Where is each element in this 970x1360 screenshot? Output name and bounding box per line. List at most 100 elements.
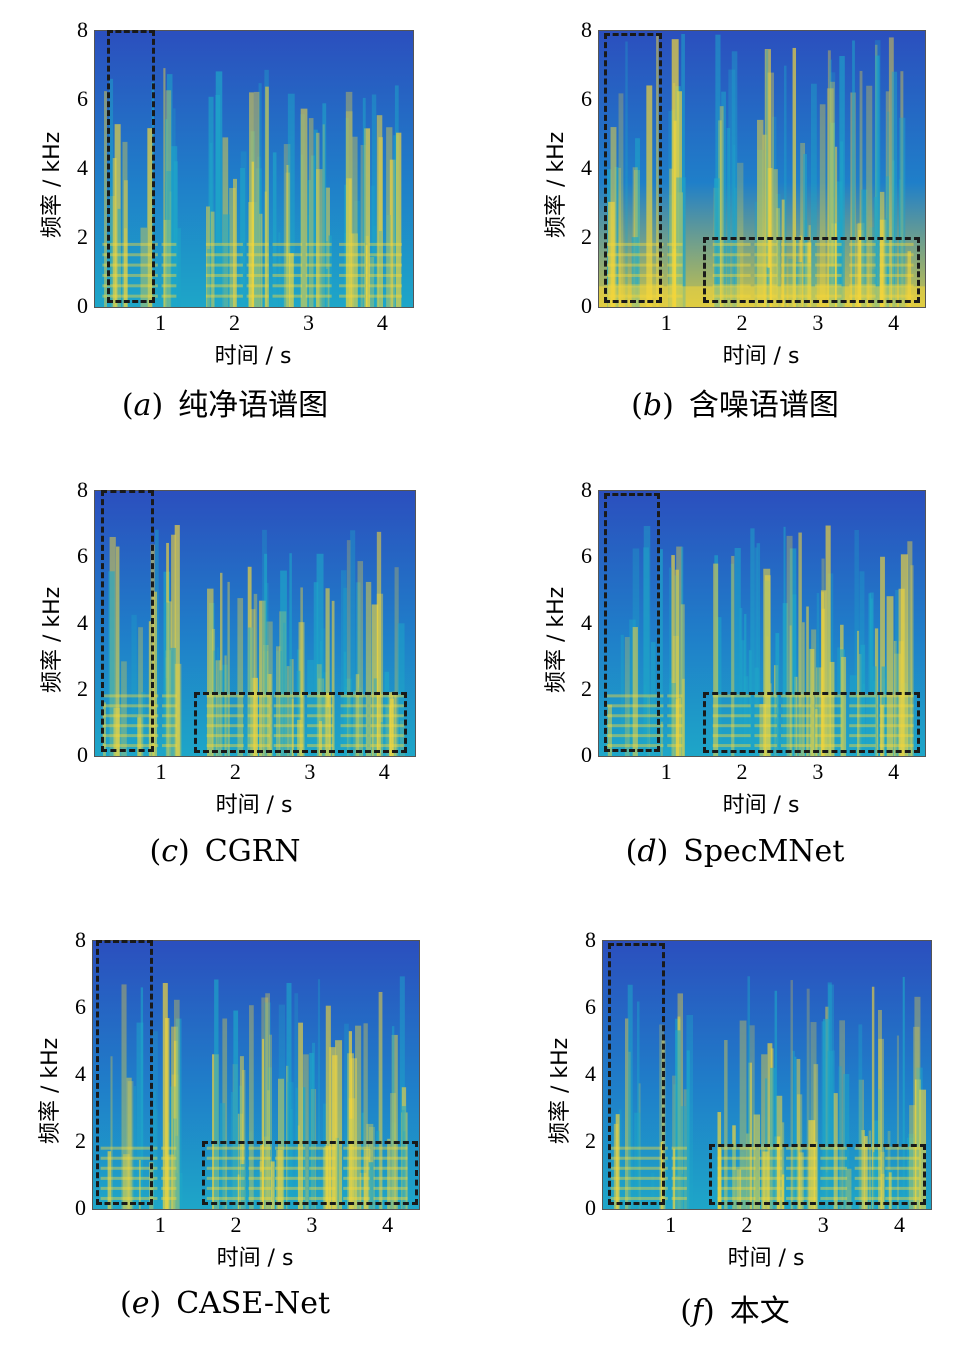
x-tick-label: 4 [893, 1212, 905, 1237]
spectrogram-energy [102, 525, 405, 756]
highlight-box [101, 490, 154, 752]
x-tick-label: 2 [736, 310, 748, 335]
spectrogram-plot [598, 490, 926, 757]
x-tick-label: 4 [888, 310, 900, 335]
y-tick-label: 6 [77, 86, 88, 111]
caption-letter: a [133, 388, 152, 423]
spectrogram-image [599, 491, 925, 756]
y-tick-label: 8 [581, 477, 592, 502]
spectrogram-background [93, 941, 419, 1209]
y-tick-label: 4 [77, 155, 88, 180]
y-axis-label: 频率 / kHz [548, 1037, 573, 1144]
y-tick-label: 2 [585, 1128, 596, 1153]
x-tick-label: 1 [660, 310, 672, 335]
highlight-box [604, 33, 663, 303]
x-tick-label: 4 [382, 1212, 394, 1237]
caption-text: CASE-Net [176, 1286, 331, 1321]
spectrogram-image [93, 941, 419, 1209]
y-tick-label: 4 [75, 1061, 86, 1086]
y-tick-label: 2 [581, 675, 592, 701]
y-tick-label: 2 [581, 224, 592, 249]
x-axis-label: 时间 / s [215, 793, 293, 818]
highlight-box [708, 1144, 927, 1205]
y-tick-label: 4 [585, 1061, 596, 1086]
spectrogram-plot [94, 30, 414, 308]
caption-paren: ) [656, 834, 684, 869]
x-tick-label: 4 [376, 310, 388, 335]
y-tick-label: 4 [581, 609, 592, 635]
caption-text: 本文 [729, 1294, 790, 1329]
spectrogram-plot [94, 490, 416, 757]
spectrogram-plot [602, 940, 932, 1210]
x-tick-label: 3 [812, 310, 824, 335]
panel-caption: (f) 本文 [545, 1286, 925, 1330]
caption-paren: ) [662, 388, 689, 423]
x-tick-label: 4 [378, 759, 390, 784]
y-tick-label: 8 [75, 927, 86, 952]
caption-text: 含噪语谱图 [688, 388, 839, 423]
y-tick-label: 2 [77, 675, 88, 701]
y-axis-label: 频率 / kHz [544, 586, 569, 693]
x-axis-label: 时间 / s [216, 1246, 294, 1271]
highlight-box [702, 237, 921, 303]
y-tick-label: 8 [581, 17, 592, 42]
caption-letter: d [637, 834, 657, 869]
caption-paren: ( [625, 834, 638, 869]
x-tick-label: 4 [888, 759, 900, 784]
y-tick-label: 4 [77, 609, 88, 635]
y-tick-label: 2 [77, 224, 88, 249]
spectrogram-image [95, 31, 413, 307]
spectrogram-plot [92, 940, 420, 1210]
panel-caption: (a) 纯净语谱图 [35, 380, 415, 424]
y-tick-label: 0 [581, 293, 592, 318]
y-tick-label: 0 [77, 742, 88, 767]
x-tick-label: 1 [660, 759, 672, 784]
caption-text: SpecMNet [683, 834, 845, 869]
caption-paren: ( [631, 388, 643, 423]
panel-caption: (d) SpecMNet [545, 834, 925, 869]
caption-letter: c [161, 834, 179, 869]
x-axis-label: 时间 / s [214, 344, 292, 369]
caption-paren: ) [149, 1286, 177, 1321]
caption-paren: ( [121, 388, 134, 423]
highlight-box [194, 692, 407, 754]
x-axis-label: 时间 / s [727, 1246, 805, 1271]
spectrogram-image [95, 491, 415, 756]
y-tick-label: 8 [585, 927, 596, 952]
x-axis-label: 时间 / s [722, 344, 800, 369]
panel-caption: (b) 含噪语谱图 [545, 380, 925, 424]
y-tick-label: 0 [581, 742, 592, 767]
x-tick-label: 1 [155, 310, 167, 335]
y-tick-label: 0 [77, 293, 88, 318]
spectrogram-energy [102, 68, 402, 307]
y-tick-label: 6 [585, 994, 596, 1019]
spectrogram-image [603, 941, 931, 1209]
caption-paren: ( [680, 1294, 692, 1329]
y-tick-label: 6 [77, 543, 88, 569]
x-tick-label: 1 [665, 1212, 677, 1237]
x-tick-label: 2 [230, 1212, 242, 1237]
y-tick-label: 4 [581, 155, 592, 180]
caption-paren: ( [149, 834, 162, 869]
panel-caption: (c) CGRN [35, 834, 415, 869]
y-tick-label: 0 [585, 1195, 596, 1220]
caption-letter: b [642, 388, 663, 423]
highlight-box [201, 1141, 418, 1205]
y-axis-label: 频率 / kHz [40, 586, 65, 693]
caption-letter: e [131, 1286, 150, 1321]
x-tick-label: 1 [154, 1212, 166, 1237]
y-tick-label: 2 [75, 1128, 86, 1153]
y-axis-label: 频率 / kHz [544, 131, 569, 238]
x-tick-label: 2 [741, 1212, 753, 1237]
panel-caption: (e) CASE-Net [35, 1286, 415, 1321]
x-tick-label: 3 [817, 1212, 829, 1237]
highlight-box [702, 692, 921, 754]
caption-paren: ( [119, 1286, 132, 1321]
caption-text: 纯净语谱图 [178, 388, 329, 423]
caption-letter: f [691, 1294, 704, 1329]
spectrogram-energy [606, 525, 914, 756]
x-tick-label: 1 [155, 759, 167, 784]
highlight-box [95, 940, 153, 1205]
y-axis-label: 频率 / kHz [40, 131, 65, 238]
x-tick-label: 3 [306, 1212, 318, 1237]
